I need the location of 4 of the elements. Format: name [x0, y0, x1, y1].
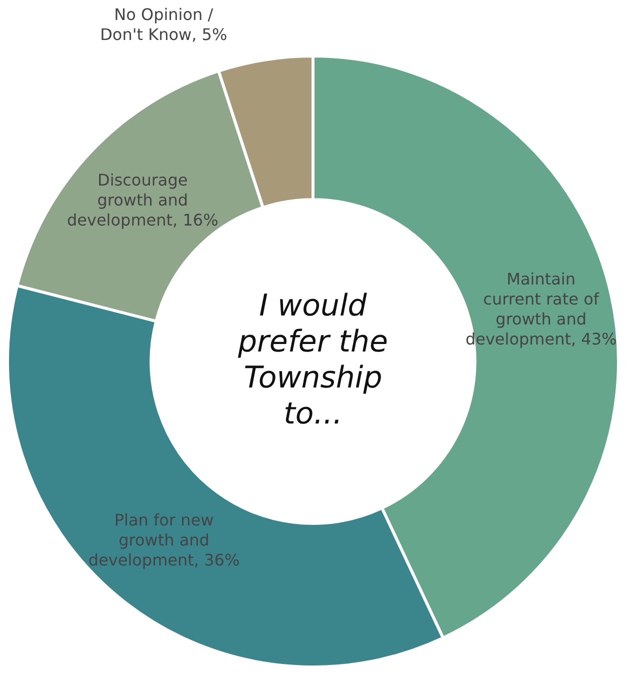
- slice-label: No Opinion / Don't Know, 5%: [100, 5, 228, 44]
- slice-label: Discourage growth and development, 16%: [66, 170, 218, 230]
- text: I would prefer the Township to...: [237, 288, 388, 432]
- slice-label: Plan for new growth and development, 36%: [88, 510, 240, 570]
